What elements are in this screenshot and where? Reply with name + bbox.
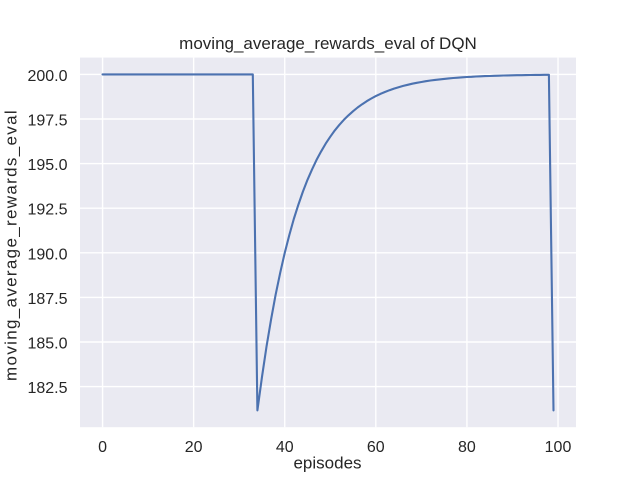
svg-text:185.0: 185.0 xyxy=(27,336,67,353)
svg-text:episodes: episodes xyxy=(293,454,361,473)
svg-text:200.0: 200.0 xyxy=(27,68,67,85)
svg-text:192.5: 192.5 xyxy=(27,202,67,219)
svg-text:20: 20 xyxy=(185,439,203,456)
svg-text:moving_average_rewards_eval: moving_average_rewards_eval xyxy=(2,109,21,381)
svg-text:moving_average_rewards_eval of: moving_average_rewards_eval of DQN xyxy=(179,34,477,53)
svg-text:60: 60 xyxy=(367,439,385,456)
svg-text:190.0: 190.0 xyxy=(27,246,67,263)
svg-text:0: 0 xyxy=(98,439,107,456)
svg-text:197.5: 197.5 xyxy=(27,113,67,130)
svg-text:40: 40 xyxy=(276,439,294,456)
svg-text:182.5: 182.5 xyxy=(27,380,67,397)
svg-text:80: 80 xyxy=(458,439,476,456)
svg-text:187.5: 187.5 xyxy=(27,291,67,308)
svg-text:195.0: 195.0 xyxy=(27,157,67,174)
svg-text:100: 100 xyxy=(545,439,572,456)
